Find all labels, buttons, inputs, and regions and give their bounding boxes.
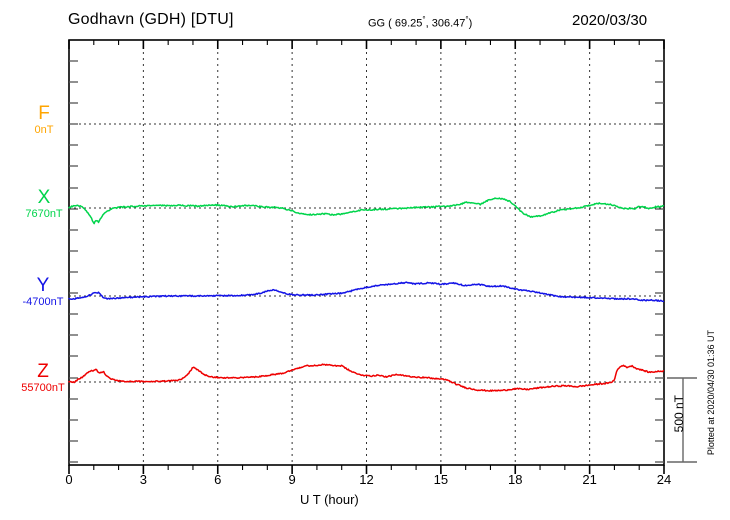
x-axis-title: U T (hour) — [300, 492, 359, 507]
x-tick-label-9: 9 — [288, 472, 296, 487]
component-baseline-Z: 55700nT — [21, 382, 65, 394]
axis-ticks — [68, 40, 665, 474]
component-baseline-Y: -4700nT — [22, 296, 64, 308]
plotted-at-timestamp: Plotted at 2020/04/30 01:36 UT — [706, 330, 716, 456]
component-letter-X: X — [37, 187, 51, 208]
component-label-X: X 7670nT — [14, 188, 74, 221]
component-letter-Y: Y — [36, 275, 50, 296]
x-tick-label-24: 24 — [656, 472, 672, 487]
data-traces — [68, 197, 665, 392]
x-tick-label-21: 21 — [582, 472, 597, 487]
component-letter-F: F — [38, 103, 50, 124]
gridlines — [142, 40, 591, 465]
x-tick-label-12: 12 — [359, 472, 374, 487]
component-letter-Z: Z — [37, 361, 49, 382]
coords-suffix: ) — [468, 17, 473, 30]
degree-symbol-lat: ° — [422, 15, 426, 24]
station-title: Godhavn (GDH) [DTU] — [68, 11, 234, 28]
x-tick-label-15: 15 — [433, 472, 449, 487]
coords-prefix: GG ( 69.25 — [368, 17, 423, 30]
component-baseline-F: 0nT — [34, 124, 54, 136]
geographic-coordinates: GG ( 69.25°, 306.47°) — [368, 15, 472, 30]
observation-date: 2020/03/30 — [572, 12, 648, 29]
scale-bar-label: 500 nT — [672, 395, 686, 433]
x-tick-label-0: 0 — [65, 472, 73, 487]
degree-symbol-lon: ° — [465, 15, 469, 24]
component-label-Y: Y -4700nT — [10, 276, 76, 309]
x-tick-label-6: 6 — [214, 472, 222, 487]
x-tick-label-3: 3 — [139, 472, 147, 487]
component-label-F: F 0nT — [14, 104, 74, 137]
scale-bar — [667, 377, 697, 463]
component-baselines — [69, 123, 664, 383]
coords-mid: , 306.47 — [425, 17, 466, 30]
component-baseline-X: 7670nT — [25, 208, 63, 220]
x-tick-label-18: 18 — [508, 472, 523, 487]
component-label-Z: Z 55700nT — [10, 362, 76, 395]
